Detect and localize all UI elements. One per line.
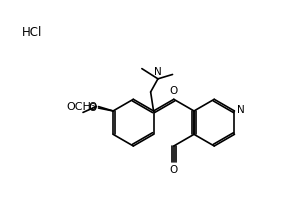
Text: O: O: [170, 86, 178, 96]
Text: O: O: [89, 103, 97, 113]
Text: O: O: [88, 102, 96, 111]
Text: N: N: [154, 67, 162, 77]
Text: HCl: HCl: [22, 26, 42, 39]
Text: OCH₃: OCH₃: [67, 102, 96, 112]
Text: O: O: [170, 165, 178, 175]
Text: N: N: [237, 104, 245, 115]
